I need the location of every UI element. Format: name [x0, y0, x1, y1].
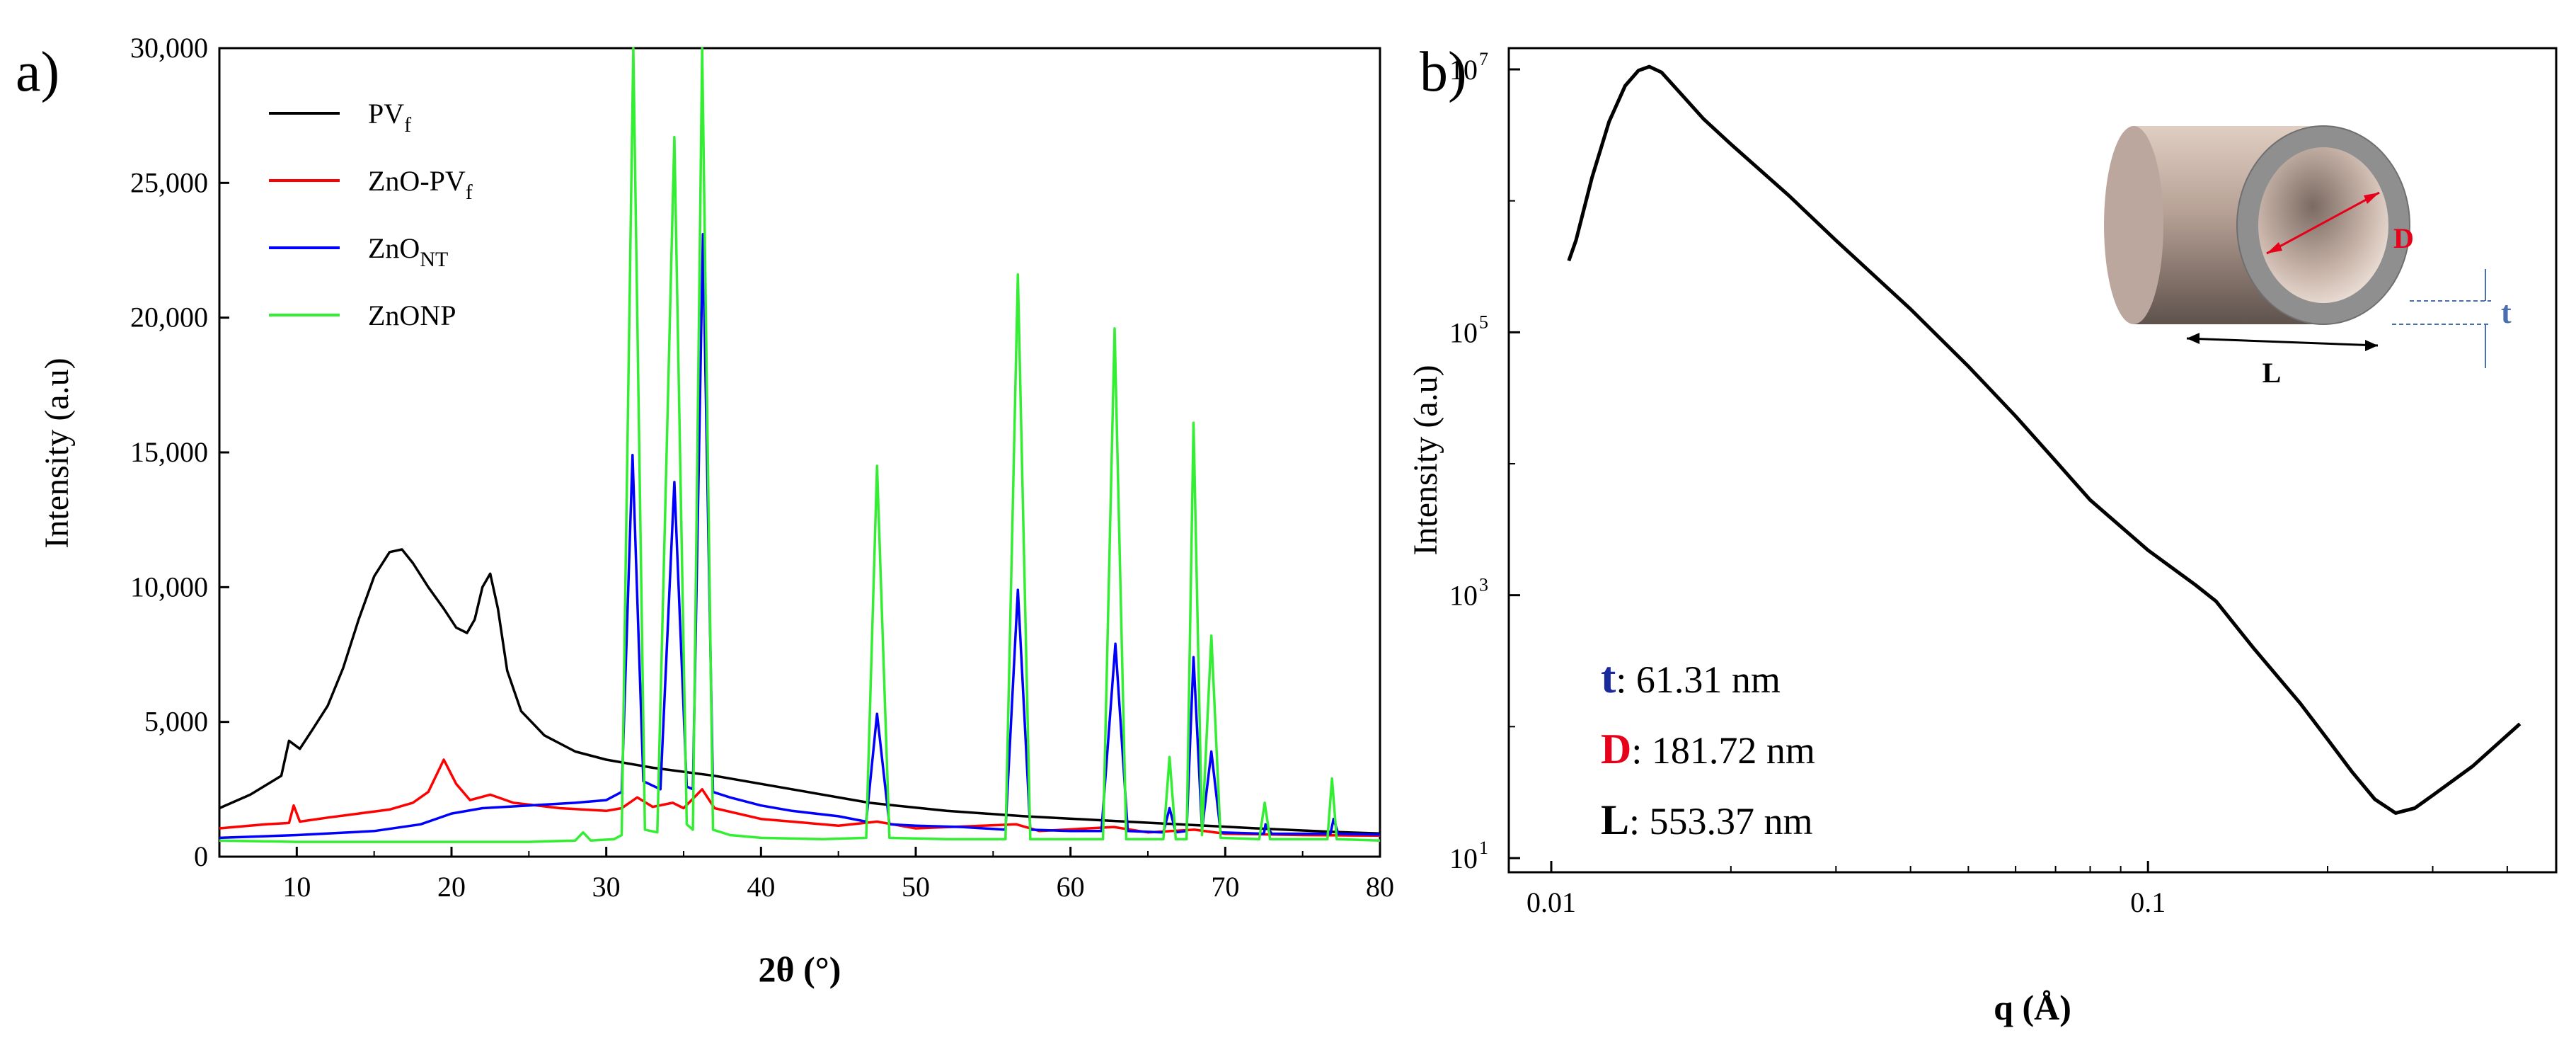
diameter-arrowhead-end	[2364, 193, 2379, 204]
panel-a-x-axis: 10 20 30 40 50 60 70 80	[282, 847, 1394, 903]
diameter-label: D	[2393, 222, 2414, 254]
length-arrowhead-end	[2365, 340, 2378, 351]
b-y-tick-exponent: 7	[1479, 49, 1488, 69]
b-series-line-0	[1567, 64, 2522, 815]
nanotube-inset-diagram: D t L	[2104, 125, 2512, 389]
b-x-tick-label: 0.01	[1526, 886, 1576, 918]
panel-b-x-axis-label: q (Å)	[1994, 988, 2071, 1027]
param-d-value: : 181.72 nm	[1631, 729, 1815, 772]
a-x-tick-label: 20	[437, 871, 466, 903]
a-legend-entry-1: ZnO-PVf	[368, 165, 473, 204]
param-l-key: L	[1601, 796, 1629, 843]
param-t-key: t	[1601, 652, 1616, 702]
b-y-tick-exponent: 1	[1479, 838, 1488, 858]
panel-b-x-axis: 0.01 0.1	[1526, 861, 2508, 918]
length-arrow	[2186, 337, 2379, 347]
a-y-tick-label: 15,000	[130, 436, 208, 468]
param-t: t: 61.31 nm	[1601, 652, 1781, 702]
a-x-tick-label: 40	[747, 871, 775, 903]
a-series-line-3	[219, 47, 1381, 843]
a-legend-entry-0: PVf	[368, 98, 411, 137]
panel-b-plot-frame	[1507, 47, 2558, 874]
a-y-tick-label: 5,000	[144, 706, 208, 738]
panel-a-label: a)	[16, 41, 59, 103]
b-y-tick-label: 10	[1449, 580, 1478, 612]
a-y-tick-label: 20,000	[130, 302, 208, 333]
a-x-tick-label: 60	[1057, 871, 1085, 903]
param-d: D: 181.72 nm	[1601, 726, 1815, 772]
panel-a-xrd-chart: a) 05,00010,00015,00020,00025,00030,000 …	[16, 32, 1394, 989]
param-l: L: 553.37 nm	[1601, 796, 1813, 843]
thickness-label: t	[2501, 295, 2512, 330]
a-legend-entry-2: ZnONT	[368, 232, 448, 271]
panel-b-y-axis-label: Intensity (a.u)	[1407, 365, 1444, 555]
a-series-line-0	[219, 548, 1381, 835]
panel-b-series	[1567, 64, 2522, 815]
a-x-tick-label: 70	[1211, 871, 1239, 903]
length-arrowhead-start	[2187, 333, 2200, 344]
panel-a-legend: PVf ZnO-PVf ZnONT ZnONP	[269, 98, 473, 331]
b-y-tick-label: 10	[1449, 54, 1478, 86]
panel-a-y-axis: 0 5,000 10,000 15,000 20,000 25,000 30,000	[130, 32, 229, 872]
a-x-tick-label: 50	[902, 871, 930, 903]
panel-a-x-axis-label: 2θ (°)	[759, 949, 841, 989]
diameter-arrowhead-start	[2267, 242, 2282, 253]
b-y-tick-exponent: 5	[1479, 312, 1488, 332]
param-t-value: : 61.31 nm	[1616, 658, 1781, 701]
panel-a-y-axis-label: Intensity (a.u)	[38, 358, 76, 548]
length-label: L	[2262, 357, 2282, 389]
a-y-tick-label: 30,000	[130, 32, 208, 64]
fit-parameters: t: 61.31 nm D: 181.72 nm L: 553.37 nm	[1601, 652, 1815, 843]
nanotube-back-end	[2104, 126, 2163, 324]
a-x-tick-label: 80	[1366, 871, 1394, 903]
b-y-tick-label: 10	[1449, 316, 1478, 348]
a-y-tick-label: 0	[194, 840, 208, 872]
a-x-tick-label: 10	[282, 871, 311, 903]
nanotube-inner-bore	[2258, 147, 2388, 303]
b-y-tick-label: 10	[1449, 843, 1478, 874]
param-d-key: D	[1601, 726, 1631, 772]
diameter-arrow	[2266, 191, 2380, 255]
b-y-tick-exponent: 3	[1479, 575, 1488, 595]
param-l-value: : 553.37 nm	[1629, 800, 1813, 843]
panel-a-series	[219, 47, 1381, 843]
a-x-tick-label: 30	[592, 871, 621, 903]
a-y-tick-label: 10,000	[130, 571, 208, 603]
panel-b-label: b)	[1420, 41, 1467, 103]
a-y-tick-label: 25,000	[130, 166, 208, 198]
b-x-tick-label: 0.1	[2130, 886, 2166, 918]
a-legend-entry-3: ZnONP	[368, 299, 456, 331]
